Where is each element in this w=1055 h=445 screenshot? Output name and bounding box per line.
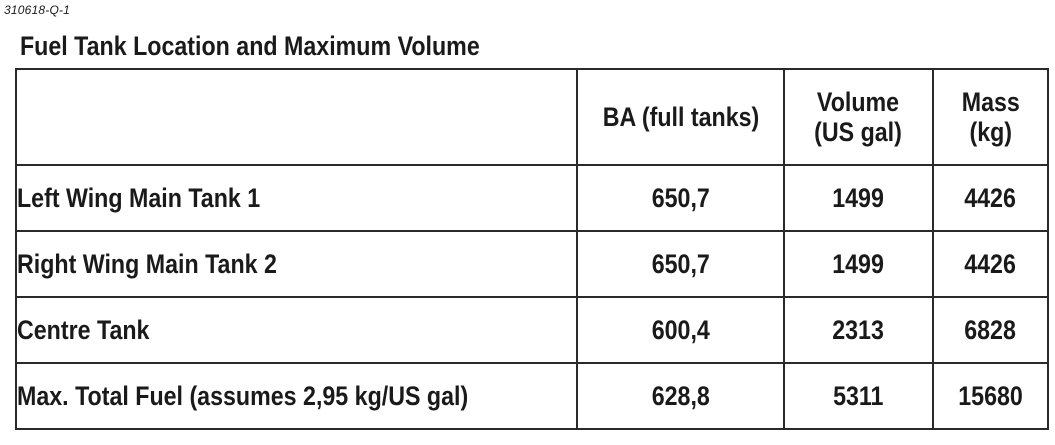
mass-cell: 6828 — [932, 296, 1049, 364]
header-tank-name — [15, 68, 578, 166]
tank-name-cell: Centre Tank — [15, 296, 578, 364]
header-ba: BA (full tanks) — [576, 68, 785, 166]
volume-cell: 2313 — [783, 296, 934, 364]
table-row-total: Max. Total Fuel (assumes 2,95 kg/US gal)… — [15, 362, 1049, 430]
tank-name-cell: Max. Total Fuel (assumes 2,95 kg/US gal) — [15, 362, 578, 430]
mass-cell: 4426 — [932, 230, 1049, 298]
volume-cell: 1499 — [783, 230, 934, 298]
reference-code: 310618-Q-1 — [4, 3, 71, 17]
ba-cell: 650,7 — [576, 230, 785, 298]
table-row: Right Wing Main Tank 2 650,7 1499 4426 — [15, 230, 1049, 298]
ba-cell: 650,7 — [576, 164, 785, 232]
table-row: Centre Tank 600,4 2313 6828 — [15, 296, 1049, 364]
tank-name-cell: Right Wing Main Tank 2 — [15, 230, 578, 298]
mass-cell: 4426 — [932, 164, 1049, 232]
table-header-row: BA (full tanks) Volume (US gal) Mass (kg… — [15, 68, 1049, 166]
page-title: Fuel Tank Location and Maximum Volume — [20, 31, 480, 61]
header-mass: Mass (kg) — [932, 68, 1049, 166]
mass-cell: 15680 — [932, 362, 1049, 430]
header-volume: Volume (US gal) — [783, 68, 934, 166]
ba-cell: 600,4 — [576, 296, 785, 364]
volume-cell: 1499 — [783, 164, 934, 232]
tank-name-cell: Left Wing Main Tank 1 — [15, 164, 578, 232]
fuel-tank-table: BA (full tanks) Volume (US gal) Mass (kg… — [15, 68, 1049, 430]
table-row: Left Wing Main Tank 1 650,7 1499 4426 — [15, 164, 1049, 232]
volume-cell: 5311 — [783, 362, 934, 430]
ba-cell: 628,8 — [576, 362, 785, 430]
